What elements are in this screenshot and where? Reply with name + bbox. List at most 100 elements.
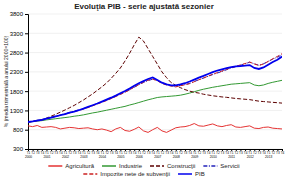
x-tick-label-line: T2 (105, 151, 109, 155)
x-tick-label: T3 (165, 151, 169, 155)
legend-item: Impozite nete de subvenţii (83, 171, 170, 177)
legend-label: Construcţii (167, 163, 195, 169)
x-tick-label-line: T2 (31, 151, 35, 155)
y-tick-mark (25, 91, 28, 92)
x-tick-label: T2 (142, 151, 146, 155)
grid-line (28, 91, 282, 92)
x-tick-label: T3 (147, 151, 151, 155)
x-tick-label: T2 (216, 151, 220, 155)
x-tick-label-line: T2 (234, 151, 238, 155)
series-line (28, 37, 282, 122)
legend-swatch (83, 173, 97, 175)
legend-label: Industrie (119, 163, 143, 169)
legend-item: Construcţii (150, 163, 195, 169)
grid-line (28, 71, 282, 72)
x-tick-label: T2 (198, 151, 202, 155)
x-tick-label: T3 (91, 151, 95, 155)
x-tick-label: T3 (239, 151, 243, 155)
x-tick: T2 (216, 149, 220, 155)
y-tick-label: 2800 (10, 50, 24, 56)
x-tick-label-line: 2001 (43, 155, 50, 159)
y-tick-label: 1300 (10, 108, 24, 114)
x-tick: T3 (73, 149, 77, 155)
y-tick-label: 300 (13, 146, 24, 152)
x-tick: T2 (253, 149, 257, 155)
y-tick: 2800 (10, 50, 28, 56)
x-tick-label: T3 (258, 151, 262, 155)
legend-label: Servicii (220, 163, 239, 169)
y-tick-mark (25, 33, 28, 34)
y-tick-mark (25, 14, 28, 15)
x-tick-label: T3 (184, 151, 188, 155)
x-tick: T2 (68, 149, 72, 155)
plot: 300 800 1300 1800 2300 2800 3300 3800 T12000T2T3… (10, 11, 285, 159)
x-tick-label-line: T2 (87, 151, 91, 155)
y-axis-line (25, 15, 29, 150)
y-tick: 3300 (10, 31, 28, 37)
x-tick-label-line: 2003 (80, 155, 87, 159)
y-tick-label: 3800 (10, 11, 24, 17)
series-line (28, 55, 282, 122)
x-tick-label-line: 2002 (62, 155, 69, 159)
series-line (28, 124, 282, 133)
x-tick-label-line: 2007 (154, 155, 161, 159)
legend-swatch (203, 165, 217, 167)
x-tick-label: T3 (128, 151, 132, 155)
legend-label: Agricultură (65, 163, 94, 169)
x-tick: T3 (165, 149, 169, 155)
x-tick: T3 (276, 149, 280, 155)
x-tick-label: T2 (253, 151, 257, 155)
x-tick: T3 (184, 149, 188, 155)
x-tick-label-line: 2008 (173, 155, 180, 159)
grid-line (28, 14, 282, 15)
x-tick-label-line: T2 (253, 151, 257, 155)
x-tick: T3 (128, 149, 132, 155)
y-tick-mark (25, 110, 28, 111)
x-tick: T2 (50, 149, 54, 155)
legend: Agricultură Industrie Construcţii Servicii I… (48, 163, 239, 177)
x-tick-label-line: T2 (179, 151, 183, 155)
y-tick-mark (25, 72, 28, 73)
y-tick: 2300 (10, 69, 28, 75)
x-tick-label: T2 (105, 151, 109, 155)
x-tick-label-line: T2 (271, 151, 275, 155)
grid-line (28, 110, 282, 111)
y-tick-label: 1800 (10, 89, 24, 95)
grid-line (28, 129, 282, 130)
x-tick: T3 (110, 149, 114, 155)
x-tick-label: T2 (179, 151, 183, 155)
grid (28, 14, 282, 149)
x-tick: T2 (31, 149, 35, 155)
x-tick-label-line: T2 (68, 151, 72, 155)
y-tick: 1800 (10, 89, 28, 95)
x-axis: T12000T2T3T4T12001T2T3T4T12002T2T3T4T120… (25, 149, 285, 159)
x-tick-label: T2 (124, 151, 128, 155)
series-line (28, 57, 282, 122)
x-tick-label: T2 (87, 151, 91, 155)
x-tick-label: T2 (234, 151, 238, 155)
x-tick: T2 (179, 149, 183, 155)
legend-label: Impozite nete de subvenţii (100, 171, 170, 177)
x-tick: T2 (87, 149, 91, 155)
x-tick: T3 (91, 149, 95, 155)
x-tick-label-line: 2004 (99, 155, 106, 159)
x-tick: T4 (281, 149, 285, 155)
x-tick-label-line: T2 (124, 151, 128, 155)
legend-label: PIB (195, 171, 205, 177)
x-tick-label-line: T3 (239, 151, 243, 155)
x-tick-label-line: T4 (281, 151, 285, 155)
x-tick-label: T3 (54, 151, 58, 155)
x-tick-label: T3 (202, 151, 206, 155)
x-tick-label: T3 (221, 151, 225, 155)
x-tick: T3 (147, 149, 151, 155)
y-tick-label: 800 (13, 127, 24, 133)
x-tick: T3 (239, 149, 243, 155)
y-tick: 3800 (10, 11, 28, 17)
x-tick: T2 (161, 149, 165, 155)
series-line (28, 80, 282, 122)
title: Evoluţia PIB - serie ajustată sezonier (74, 2, 214, 11)
x-tick: T3 (36, 149, 40, 155)
x-tick-label-line: 2009 (191, 155, 198, 159)
x-tick-label-line: 2011 (228, 155, 235, 159)
y-tick-mark (25, 149, 28, 150)
